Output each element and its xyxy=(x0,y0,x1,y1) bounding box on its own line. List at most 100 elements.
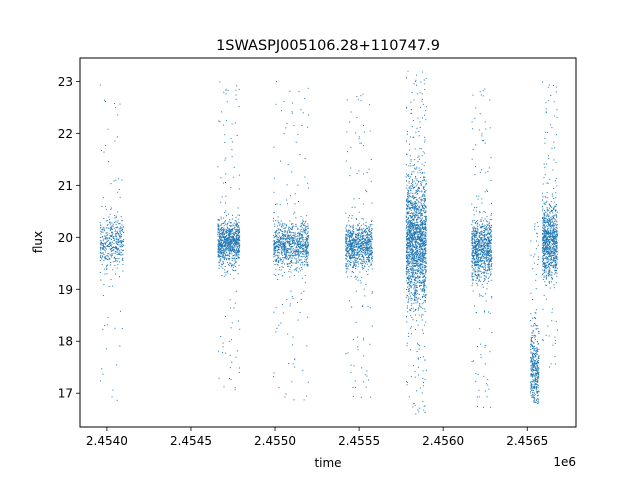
data-point xyxy=(103,243,105,245)
data-point xyxy=(366,258,368,260)
data-point xyxy=(408,287,410,289)
data-point xyxy=(365,250,367,251)
data-point xyxy=(420,215,422,217)
data-point xyxy=(408,200,410,202)
data-point xyxy=(346,255,348,257)
data-point xyxy=(362,241,364,243)
data-point xyxy=(421,303,423,305)
data-point xyxy=(102,227,104,229)
data-point xyxy=(415,273,417,275)
data-point xyxy=(415,206,417,208)
data-point xyxy=(415,277,417,279)
data-point xyxy=(305,243,306,245)
data-point xyxy=(281,232,283,234)
data-point xyxy=(472,219,474,221)
data-point xyxy=(351,238,353,240)
data-point xyxy=(413,186,415,188)
data-point xyxy=(408,298,410,300)
data-point xyxy=(224,221,226,223)
data-point xyxy=(355,218,357,220)
data-point xyxy=(423,210,425,212)
data-point xyxy=(357,253,358,255)
data-point xyxy=(307,223,309,225)
data-point xyxy=(415,269,417,271)
data-point xyxy=(236,240,238,242)
data-point xyxy=(225,223,227,225)
data-point xyxy=(424,220,425,222)
data-point xyxy=(114,273,116,275)
data-point xyxy=(236,253,238,255)
data-point xyxy=(361,230,363,232)
data-point xyxy=(357,246,359,248)
data-point xyxy=(412,184,414,186)
data-point xyxy=(420,267,422,269)
data-point xyxy=(416,224,418,226)
data-point xyxy=(412,219,414,221)
data-point xyxy=(362,306,364,307)
data-point xyxy=(410,202,411,203)
data-point xyxy=(278,251,279,253)
data-point xyxy=(356,117,358,119)
data-point xyxy=(106,273,108,275)
data-point xyxy=(286,299,288,300)
data-point xyxy=(229,219,231,221)
data-point xyxy=(410,222,412,224)
data-point xyxy=(474,264,476,266)
data-point xyxy=(357,241,359,243)
data-point xyxy=(409,327,411,329)
data-point xyxy=(283,245,285,247)
data-point xyxy=(236,255,238,257)
data-point xyxy=(424,186,426,188)
data-point xyxy=(420,148,422,150)
data-point xyxy=(225,248,227,249)
data-point xyxy=(350,111,352,113)
data-point xyxy=(425,218,427,220)
data-point xyxy=(114,103,115,104)
data-point xyxy=(410,256,412,258)
data-point xyxy=(407,201,409,203)
data-point xyxy=(362,93,364,95)
data-point xyxy=(106,237,108,239)
data-point xyxy=(485,242,486,244)
data-point xyxy=(294,235,295,237)
data-point xyxy=(345,264,347,266)
data-point xyxy=(416,219,417,220)
data-point xyxy=(345,252,347,254)
data-point xyxy=(411,270,412,272)
data-point xyxy=(370,233,372,235)
data-point xyxy=(352,395,354,397)
data-point xyxy=(424,237,426,239)
data-point xyxy=(275,245,277,247)
data-point xyxy=(234,122,236,124)
data-point xyxy=(410,304,412,306)
data-point xyxy=(415,233,417,234)
data-point xyxy=(227,213,229,215)
data-point xyxy=(420,230,422,231)
data-point xyxy=(283,235,285,237)
data-point xyxy=(287,263,289,265)
data-point xyxy=(406,276,408,278)
data-point xyxy=(223,91,225,93)
data-point xyxy=(306,262,308,264)
data-point xyxy=(227,227,229,229)
data-point xyxy=(279,252,281,254)
data-point xyxy=(233,240,235,241)
data-point xyxy=(473,245,475,247)
data-point xyxy=(355,236,356,238)
data-point xyxy=(349,236,351,238)
data-point xyxy=(352,267,354,269)
data-point xyxy=(234,251,236,253)
data-point xyxy=(282,237,284,239)
data-point xyxy=(478,244,479,246)
data-point xyxy=(414,232,415,234)
data-point xyxy=(354,240,356,242)
data-point xyxy=(230,249,232,251)
data-point xyxy=(421,240,422,242)
data-point xyxy=(282,254,284,256)
data-point xyxy=(353,233,355,235)
data-point xyxy=(227,254,229,256)
data-point xyxy=(353,245,355,246)
data-point xyxy=(423,276,425,277)
data-point xyxy=(406,382,408,383)
data-point xyxy=(408,224,410,226)
